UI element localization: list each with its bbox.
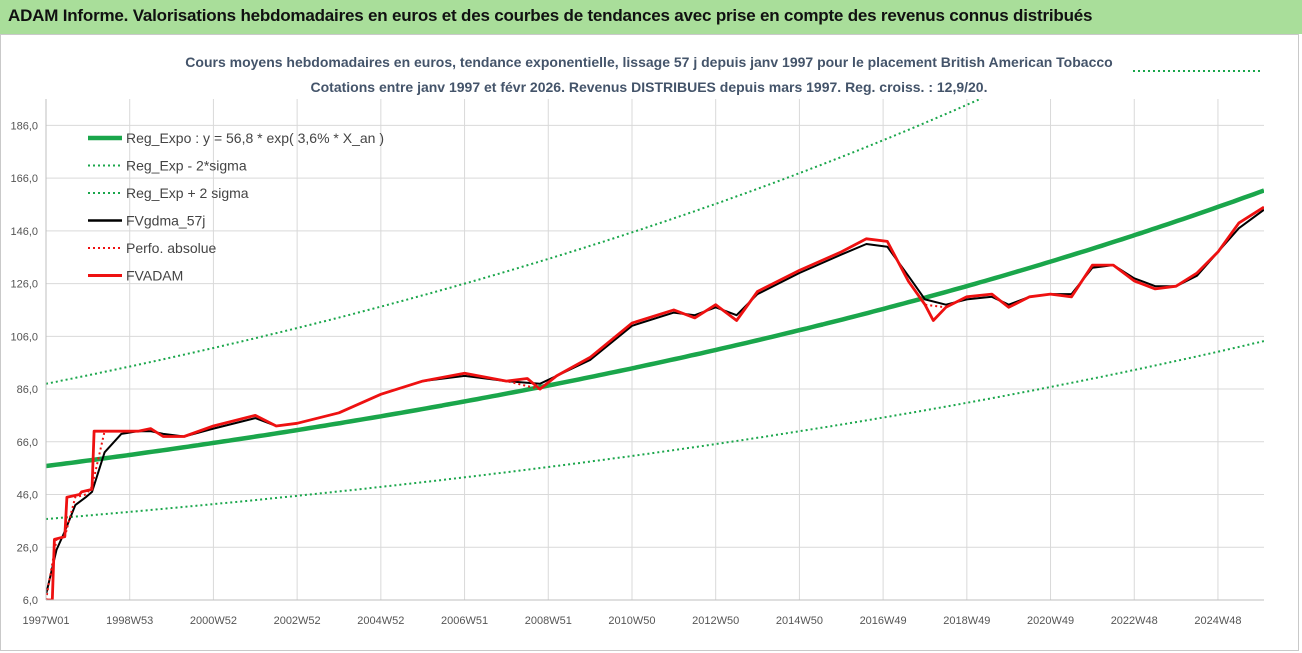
reg-exp-minus-2sigma-line <box>46 340 1264 520</box>
chart-subtitle-line2: Cotations entre janv 1997 et févr 2026. … <box>311 79 988 95</box>
x-tick-label: 2014W50 <box>776 615 823 627</box>
x-tick-label: 2002W52 <box>274 615 321 627</box>
fvgdma-57j-line <box>46 208 1264 595</box>
legend-label: FVgdma_57j <box>126 213 205 229</box>
y-tick-label: 6,0 <box>23 595 38 607</box>
legend-label: Perfo. absolue <box>126 240 216 256</box>
x-tick-label: 2022W48 <box>1111 615 1158 627</box>
reg-expo-line <box>46 188 1264 469</box>
x-tick-label: 2012W50 <box>692 615 739 627</box>
x-tick-label: 2020W49 <box>1027 615 1074 627</box>
y-tick-label: 46,0 <box>17 490 38 502</box>
x-tick-label: 2016W49 <box>860 615 907 627</box>
x-tick-label: 2000W52 <box>190 615 237 627</box>
header-band: ADAM Informe. Valorisations hebdomadaire… <box>0 0 1302 34</box>
y-tick-label: 186,0 <box>10 120 38 132</box>
y-tick-label: 106,0 <box>10 331 38 343</box>
grid-layer <box>45 99 1264 601</box>
x-tick-label: 2018W49 <box>943 615 990 627</box>
series-layer <box>46 205 1264 600</box>
x-tick-label: 1997W01 <box>22 615 69 627</box>
x-tick-label: 2010W50 <box>608 615 655 627</box>
x-tick-label: 2006W51 <box>441 615 488 627</box>
y-tick-label: 166,0 <box>10 173 38 185</box>
perfo-absolue-line <box>46 206 1264 600</box>
legend-label: Reg_Exp - 2*sigma <box>126 158 247 174</box>
band-layer <box>46 99 1264 520</box>
x-tick-label: 2024W48 <box>1194 615 1241 627</box>
legend: Reg_Expo : y = 56,8 * exp( 3,6% * X_an )… <box>88 130 384 284</box>
axis-layer: 6,0 26,0 46,0 66,0 86,0 106,0 126,0 146,0 166,0 1… <box>10 99 1264 627</box>
x-tick-label: 2008W51 <box>525 615 572 627</box>
x-tick-label: 1998W53 <box>106 615 153 627</box>
legend-label: Reg_Exp + 2 sigma <box>126 185 249 201</box>
y-tick-label: 26,0 <box>17 542 38 554</box>
legend-label: Reg_Expo : y = 56,8 * exp( 3,6% * X_an ) <box>126 130 384 146</box>
page-title: ADAM Informe. Valorisations hebdomadaire… <box>8 6 1093 25</box>
chart-frame <box>0 34 1299 651</box>
y-tick-label: 66,0 <box>17 437 38 449</box>
y-tick-label: 126,0 <box>10 279 38 291</box>
x-tick-label: 2004W52 <box>357 615 404 627</box>
fvadam-line <box>46 205 1264 600</box>
legend-label: FVADAM <box>126 268 183 284</box>
y-tick-label: 146,0 <box>10 226 38 238</box>
y-tick-label: 86,0 <box>17 384 38 396</box>
chart-subtitle-line1: Cours moyens hebdomadaires en euros, ten… <box>185 54 1112 70</box>
